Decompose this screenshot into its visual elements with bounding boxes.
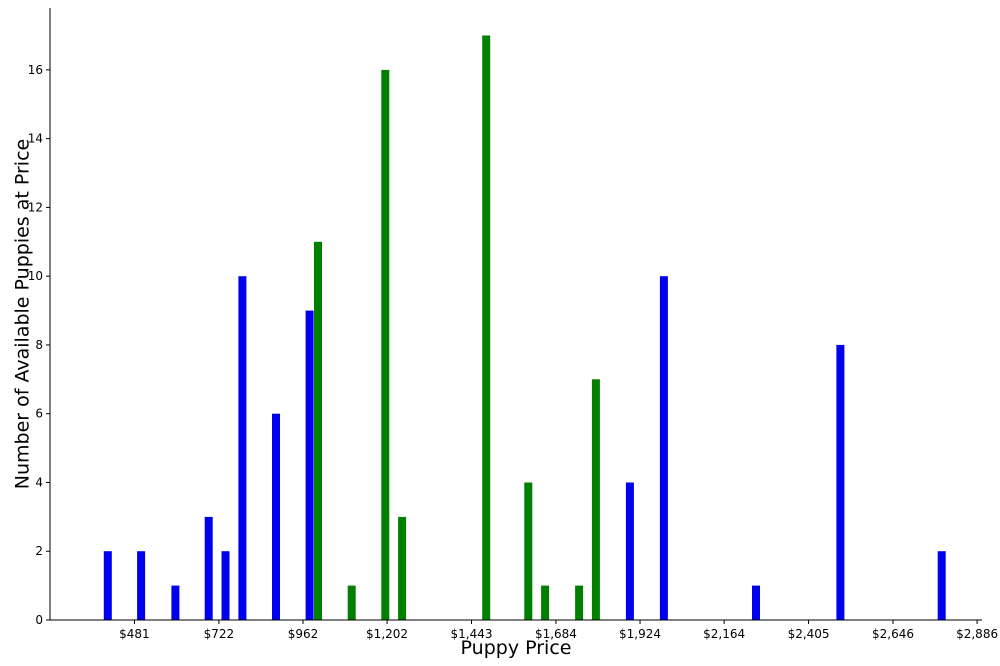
y-tick-label: 16 bbox=[28, 63, 43, 77]
bar-blue-1 bbox=[137, 551, 146, 620]
x-tick-label: $722 bbox=[204, 627, 235, 641]
bar-blue-6 bbox=[272, 413, 280, 620]
x-tick-label: $1,924 bbox=[619, 627, 661, 641]
bar-blue-0 bbox=[103, 551, 112, 620]
bar-green-8 bbox=[591, 379, 600, 620]
bar-green-4 bbox=[482, 35, 491, 620]
bar-blue-12 bbox=[937, 551, 946, 620]
y-tick-label: 12 bbox=[28, 200, 43, 214]
x-axis-ticks: $481 $722 $962 $1,202 $1,443 $1,684 $1,924 $2,1… bbox=[119, 620, 998, 641]
bar-blue-8 bbox=[625, 482, 634, 620]
bar-blue-4 bbox=[221, 551, 230, 620]
bar-green-7 bbox=[575, 585, 584, 620]
y-axis-ticks: 0 2 4 6 8 10 12 14 16 bbox=[28, 63, 50, 627]
x-tick-label: $2,405 bbox=[788, 627, 830, 641]
x-axis-label: Puppy Price bbox=[461, 637, 572, 659]
bar-green-3 bbox=[398, 516, 407, 620]
y-tick-label: 14 bbox=[28, 132, 43, 146]
y-tick-label: 4 bbox=[35, 475, 43, 489]
bar-blue-11 bbox=[836, 344, 845, 620]
x-tick-label: $1,684 bbox=[535, 627, 577, 641]
bar-green-5 bbox=[524, 482, 533, 620]
x-tick-label: $1,202 bbox=[366, 627, 408, 641]
bars-layer bbox=[103, 35, 946, 621]
y-tick-label: 2 bbox=[35, 544, 43, 558]
bar-green-6 bbox=[541, 585, 550, 620]
x-tick-label: $2,886 bbox=[956, 627, 998, 641]
bar-green-0 bbox=[314, 241, 322, 621]
x-tick-label: $481 bbox=[119, 627, 150, 641]
x-tick-label: $962 bbox=[288, 627, 319, 641]
y-axis-label: Number of Available Puppies at Price bbox=[12, 139, 34, 489]
y-tick-label: 6 bbox=[35, 407, 43, 421]
y-tick-label: 10 bbox=[28, 269, 43, 283]
bar-blue-7 bbox=[305, 310, 314, 620]
y-tick-label: 0 bbox=[35, 613, 43, 627]
bar-green-2 bbox=[381, 69, 390, 620]
x-tick-label: $2,164 bbox=[703, 627, 745, 641]
bar-blue-9 bbox=[659, 276, 668, 620]
bar-blue-5 bbox=[238, 276, 247, 620]
x-tick-label: $1,443 bbox=[451, 627, 493, 641]
x-tick-label: $2,646 bbox=[872, 627, 914, 641]
bar-blue-3 bbox=[204, 516, 213, 620]
bar-blue-2 bbox=[171, 585, 180, 620]
bar-green-1 bbox=[347, 585, 356, 620]
y-tick-label: 8 bbox=[35, 338, 43, 352]
bar-blue-10 bbox=[752, 585, 760, 620]
